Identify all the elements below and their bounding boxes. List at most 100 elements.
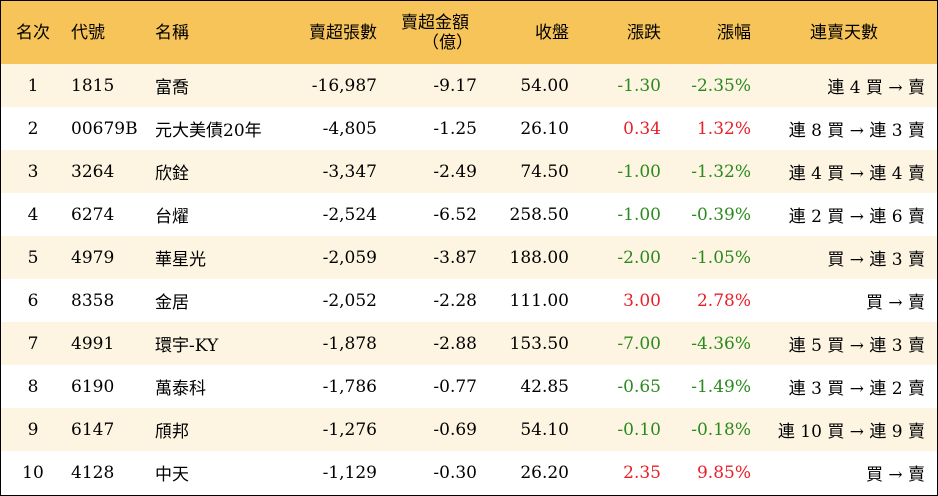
cell-streak: 連 2 買 → 連 6 賣 <box>788 207 925 227</box>
table-row[interactable]: 5 4979 華星光 -2,059 -3.87 188.00 -2.00 -1.05% 買 → … <box>1 236 937 279</box>
cell-close: 54.10 <box>520 419 569 440</box>
table-body: 1 1815 富喬 -16,987 -9.17 54.00 -1.30 -2.35% 連 4 買… <box>1 64 937 494</box>
cell-sell-amount: -3.87 <box>433 247 477 268</box>
cell-close: 258.50 <box>509 204 569 225</box>
cell-sell-shares: -2,052 <box>322 290 377 311</box>
cell-name: 富喬 <box>155 78 189 98</box>
cell-rank: 2 <box>27 118 39 139</box>
cell-sell-shares: -1,878 <box>322 333 377 354</box>
cell-close: 188.00 <box>509 247 569 268</box>
cell-close: 26.10 <box>520 118 569 139</box>
table-row[interactable]: 4 6274 台燿 -2,524 -6.52 258.50 -1.00 -0.39% 連 2 買… <box>1 193 937 236</box>
cell-code: 6274 <box>71 204 115 225</box>
cell-streak: 連 10 買 → 連 9 賣 <box>777 422 925 442</box>
table-row[interactable]: 1 1815 富喬 -16,987 -9.17 54.00 -1.30 -2.35% 連 4 買… <box>1 64 937 107</box>
cell-name: 元大美債20年 <box>155 121 262 141</box>
cell-change: -2.00 <box>617 247 661 268</box>
header-rank[interactable]: 名次 <box>16 22 50 43</box>
header-sell-amount[interactable]: 賣超金額 （億） <box>377 1 477 64</box>
cell-code: 4979 <box>71 247 115 268</box>
cell-streak: 連 4 買 → 連 4 賣 <box>788 164 925 184</box>
header-streak[interactable]: 連賣天數 <box>810 22 878 43</box>
cell-name: 中天 <box>155 465 189 485</box>
cell-code: 6147 <box>71 419 115 440</box>
cell-rank: 1 <box>27 75 39 96</box>
cell-name: 環宇-KY <box>155 336 219 356</box>
cell-streak: 連 3 買 → 連 2 賣 <box>788 379 925 399</box>
cell-change-pct: -0.18% <box>691 419 751 440</box>
cell-code: 4991 <box>71 333 115 354</box>
cell-rank: 7 <box>27 333 39 354</box>
cell-sell-amount: -0.30 <box>433 462 477 483</box>
cell-change: 0.34 <box>623 118 661 139</box>
cell-change-pct: -0.39% <box>691 204 751 225</box>
cell-rank: 9 <box>27 419 39 440</box>
cell-change-pct: -1.32% <box>691 161 751 182</box>
cell-close: 74.50 <box>520 161 569 182</box>
cell-sell-shares: -1,129 <box>322 462 377 483</box>
cell-sell-shares: -1,276 <box>322 419 377 440</box>
cell-streak: 連 4 買 → 賣 <box>827 78 925 98</box>
header-close[interactable]: 收盤 <box>535 22 569 43</box>
table-header-row: 名次 代號 名稱 賣超張數 賣超金額 （億） 收盤 漲跌 漲幅 連賣天數 <box>1 1 937 64</box>
cell-change: -1.30 <box>617 75 661 96</box>
header-sell-shares[interactable]: 賣超張數 <box>309 22 377 43</box>
cell-close: 153.50 <box>509 333 569 354</box>
cell-change: -1.00 <box>617 204 661 225</box>
cell-close: 42.85 <box>520 376 569 397</box>
cell-change-pct: -4.36% <box>691 333 751 354</box>
cell-rank: 10 <box>22 462 44 483</box>
cell-code: 4128 <box>71 462 115 483</box>
cell-sell-amount: -9.17 <box>433 75 477 96</box>
cell-change: 3.00 <box>623 290 661 311</box>
cell-sell-shares: -16,987 <box>311 75 377 96</box>
cell-sell-amount: -0.77 <box>433 376 477 397</box>
cell-sell-shares: -2,524 <box>322 204 377 225</box>
table-row[interactable]: 7 4991 環宇-KY -1,878 -2.88 153.50 -7.00 -4.36% 連 … <box>1 322 937 365</box>
cell-code: 1815 <box>71 75 115 96</box>
cell-change-pct: 2.78% <box>696 290 751 311</box>
cell-name: 萬泰科 <box>155 379 206 399</box>
cell-sell-shares: -3,347 <box>322 161 377 182</box>
cell-sell-shares: -2,059 <box>322 247 377 268</box>
header-change[interactable]: 漲跌 <box>627 22 661 43</box>
cell-name: 華星光 <box>155 250 206 270</box>
header-sell-amount-line2: （億） <box>422 32 473 53</box>
cell-sell-amount: -2.49 <box>433 161 477 182</box>
cell-code: 6190 <box>71 376 115 397</box>
cell-rank: 3 <box>27 161 39 182</box>
table-row[interactable]: 2 00679B 元大美債20年 -4,805 -1.25 26.10 0.34 1.32% 連… <box>1 107 937 150</box>
cell-change: -0.10 <box>617 419 661 440</box>
cell-sell-amount: -2.28 <box>433 290 477 311</box>
header-sell-amount-line1: 賣超金額 <box>401 12 469 33</box>
cell-sell-shares: -4,805 <box>322 118 377 139</box>
cell-close: 111.00 <box>509 290 569 311</box>
cell-streak: 買 → 賣 <box>865 465 925 485</box>
cell-change-pct: -1.49% <box>691 376 751 397</box>
cell-change: -1.00 <box>617 161 661 182</box>
table-row[interactable]: 9 6147 頎邦 -1,276 -0.69 54.10 -0.10 -0.18% 連 10 買… <box>1 408 937 451</box>
cell-name: 金居 <box>155 293 189 313</box>
table-row[interactable]: 6 8358 金居 -2,052 -2.28 111.00 3.00 2.78% 買 → 賣 <box>1 279 937 322</box>
cell-name: 頎邦 <box>155 422 189 442</box>
cell-rank: 8 <box>27 376 39 397</box>
cell-streak: 買 → 連 3 賣 <box>827 250 925 270</box>
table-row[interactable]: 3 3264 欣銓 -3,347 -2.49 74.50 -1.00 -1.32% 連 4 買 … <box>1 150 937 193</box>
cell-change-pct: -2.35% <box>691 75 751 96</box>
cell-code: 3264 <box>71 161 115 182</box>
cell-sell-amount: -6.52 <box>433 204 477 225</box>
header-code[interactable]: 代號 <box>71 22 105 43</box>
header-name[interactable]: 名稱 <box>155 22 189 43</box>
cell-name: 台燿 <box>155 207 189 227</box>
cell-change-pct: 9.85% <box>696 462 751 483</box>
cell-sell-shares: -1,786 <box>322 376 377 397</box>
cell-rank: 6 <box>27 290 39 311</box>
header-change-pct[interactable]: 漲幅 <box>717 22 751 43</box>
cell-code: 8358 <box>71 290 115 311</box>
table-row[interactable]: 10 4128 中天 -1,129 -0.30 26.20 2.35 9.85% 買 → 賣 <box>1 451 937 494</box>
cell-close: 54.00 <box>520 75 569 96</box>
table-row[interactable]: 8 6190 萬泰科 -1,786 -0.77 42.85 -0.65 -1.49% 連 3 買… <box>1 365 937 408</box>
cell-name: 欣銓 <box>155 164 189 184</box>
